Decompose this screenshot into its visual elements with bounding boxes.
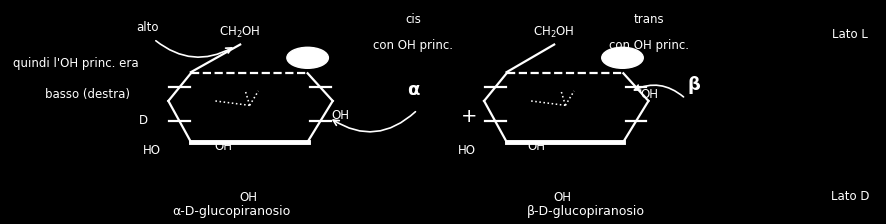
Text: Lato L: Lato L <box>832 28 868 41</box>
Text: OH: OH <box>554 191 571 204</box>
Text: trans: trans <box>634 13 664 26</box>
Text: HO: HO <box>143 144 160 157</box>
Text: con OH princ.: con OH princ. <box>610 39 689 52</box>
Text: β-D-glucopiranosio: β-D-glucopiranosio <box>527 205 645 218</box>
Text: basso (destra): basso (destra) <box>44 88 129 101</box>
Text: OH: OH <box>214 140 232 153</box>
Text: CH$_2$OH: CH$_2$OH <box>220 25 261 40</box>
Text: +: + <box>461 107 478 126</box>
Text: OH: OH <box>527 140 546 153</box>
Text: OH: OH <box>240 191 258 204</box>
Text: D: D <box>139 114 148 127</box>
Text: cis: cis <box>405 13 421 26</box>
Text: OH: OH <box>331 109 349 122</box>
Text: OH: OH <box>641 88 658 101</box>
Text: con OH princ.: con OH princ. <box>373 39 453 52</box>
Text: HO: HO <box>457 144 476 157</box>
Text: alto: alto <box>136 22 159 34</box>
Text: quindi l'OH princ. era: quindi l'OH princ. era <box>13 57 138 70</box>
Text: CH$_2$OH: CH$_2$OH <box>533 25 575 40</box>
Text: α-D-glucopiranosio: α-D-glucopiranosio <box>173 205 291 218</box>
Ellipse shape <box>602 47 643 68</box>
Text: β: β <box>688 76 701 95</box>
Text: Lato D: Lato D <box>831 190 869 202</box>
Text: α: α <box>407 81 419 99</box>
Ellipse shape <box>287 47 329 68</box>
